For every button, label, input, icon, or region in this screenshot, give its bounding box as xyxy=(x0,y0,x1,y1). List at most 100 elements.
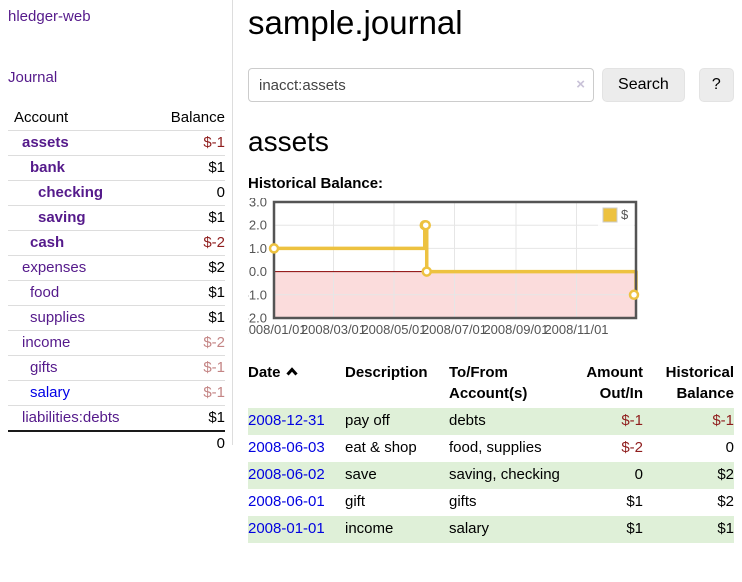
account-row: gifts $-1 xyxy=(8,355,225,381)
account-balance: $-1 xyxy=(148,355,225,381)
register-row: 2008-06-02 save saving, checking 0 $2 xyxy=(248,462,734,489)
register-row: 2008-06-01 gift gifts $1 $2 xyxy=(248,489,734,516)
transaction-description: eat & shop xyxy=(345,439,417,456)
account-link[interactable]: bank xyxy=(30,159,66,176)
accounts-header-balance: Balance xyxy=(148,106,225,131)
account-row: supplies $1 xyxy=(8,305,225,331)
transaction-balance: $2 xyxy=(717,493,734,510)
accounts-total-row: 0 xyxy=(8,430,225,456)
account-row: expenses $2 xyxy=(8,255,225,281)
help-button[interactable]: ? xyxy=(698,68,734,102)
account-link[interactable]: income xyxy=(22,334,71,351)
account-balance: $1 xyxy=(148,405,225,432)
transaction-accounts: food, supplies xyxy=(449,439,542,456)
account-title: assets xyxy=(248,126,329,157)
svg-text:0.0: 0.0 xyxy=(249,264,267,279)
transaction-date-link[interactable]: 2008-12-31 xyxy=(248,412,325,429)
account-balance: $1 xyxy=(148,280,225,306)
page-title: sample.journal xyxy=(248,4,463,41)
svg-text:-2.0: -2.0 xyxy=(248,311,267,326)
transaction-description: gift xyxy=(345,493,366,510)
transaction-balance: $1 xyxy=(717,520,734,537)
search-bar: × Search ? xyxy=(248,68,734,102)
account-link[interactable]: cash xyxy=(30,234,65,251)
account-row: assets $-1 xyxy=(8,130,225,156)
account-balance: $2 xyxy=(148,255,225,281)
register-row: 2008-12-31 pay off debts $-1 $-1 xyxy=(248,408,734,435)
account-row: cash $-2 xyxy=(8,230,225,256)
accounts-total-value: 0 xyxy=(148,430,225,456)
transaction-amount: $1 xyxy=(626,493,643,510)
account-link[interactable]: expenses xyxy=(22,259,87,276)
transaction-date-link[interactable]: 2008-06-01 xyxy=(248,493,325,510)
account-link[interactable]: assets xyxy=(22,134,69,151)
search-input-wrap: × xyxy=(248,68,595,102)
transaction-balance: 0 xyxy=(725,439,734,456)
register-header-amount: Amount Out/In xyxy=(586,364,643,402)
transaction-description: income xyxy=(345,520,394,537)
account-link[interactable]: checking xyxy=(38,184,104,201)
transaction-balance: $-1 xyxy=(712,412,734,429)
account-row: bank $1 xyxy=(8,155,225,181)
account-link[interactable]: salary xyxy=(30,384,71,401)
account-row: salary $-1 xyxy=(8,380,225,406)
chart-title: Historical Balance: xyxy=(248,175,384,192)
transaction-description: save xyxy=(345,466,377,483)
account-row: food $1 xyxy=(8,280,225,306)
sidebar-item-journal[interactable]: Journal xyxy=(8,69,58,86)
sidebar: hledger-web Journal Account Balance asse… xyxy=(0,0,233,456)
account-row: saving $1 xyxy=(8,205,225,231)
search-input[interactable] xyxy=(248,68,595,102)
svg-text:2008/09/01: 2008/09/01 xyxy=(483,322,548,337)
account-balance: $1 xyxy=(148,155,225,181)
transaction-accounts: saving, checking xyxy=(449,466,560,483)
transaction-amount: 0 xyxy=(634,466,643,483)
svg-text:2008/07/01: 2008/07/01 xyxy=(422,322,487,337)
app-title-link[interactable]: hledger-web xyxy=(8,8,91,25)
svg-text:-1.0: -1.0 xyxy=(248,287,267,302)
search-button[interactable]: Search xyxy=(602,68,685,102)
register-header-row: Date Description To/From Account(s) Amou… xyxy=(248,358,734,408)
account-balance: $-2 xyxy=(148,330,225,356)
transaction-amount: $-2 xyxy=(621,439,643,456)
account-row: liabilities:debts $1 xyxy=(8,405,225,432)
accounts-header-account: Account xyxy=(8,106,149,131)
svg-text:$: $ xyxy=(621,207,629,222)
transaction-accounts: debts xyxy=(449,412,486,429)
account-balance: 0 xyxy=(148,180,225,206)
accounts-balance-table: Account Balance assets $-1 bank $1 check… xyxy=(8,106,225,456)
transaction-date-link[interactable]: 2008-06-02 xyxy=(248,466,325,483)
account-balance: $-1 xyxy=(148,380,225,406)
account-link[interactable]: supplies xyxy=(30,309,86,326)
main-content: sample.journal × Search ? assets Histori… xyxy=(248,0,742,543)
transaction-accounts: gifts xyxy=(449,493,477,510)
account-row: income $-2 xyxy=(8,330,225,356)
sort-ascending-icon xyxy=(285,367,298,376)
account-link[interactable]: saving xyxy=(38,209,86,226)
register-row: 2008-01-01 income salary $1 $1 xyxy=(248,516,734,543)
account-balance: $-2 xyxy=(148,230,225,256)
register-table: Date Description To/From Account(s) Amou… xyxy=(248,358,734,543)
transaction-date-link[interactable]: 2008-01-01 xyxy=(248,520,325,537)
account-link[interactable]: gifts xyxy=(30,359,58,376)
svg-text:2008/01/01: 2008/01/01 xyxy=(248,322,307,337)
svg-text:2.0: 2.0 xyxy=(249,218,267,233)
chart-svg: 3.0 2.0 1.0 0.0 -1.0 -2.02008/01/012008/03/01… xyxy=(248,198,640,337)
accounts-table-header-row: Account Balance xyxy=(8,106,225,131)
svg-text:3.0: 3.0 xyxy=(249,198,267,210)
transaction-amount: $-1 xyxy=(621,412,643,429)
accounts-total-spacer xyxy=(8,430,149,456)
svg-text:2008/03/01: 2008/03/01 xyxy=(301,322,366,337)
account-row: checking 0 xyxy=(8,180,225,206)
register-header-date[interactable]: Date xyxy=(248,358,345,408)
transaction-accounts: salary xyxy=(449,520,490,537)
svg-text:2008/05/01: 2008/05/01 xyxy=(361,322,426,337)
transaction-date-link[interactable]: 2008-06-03 xyxy=(248,439,325,456)
account-link[interactable]: food xyxy=(30,284,60,301)
account-link[interactable]: liabilities:debts xyxy=(22,409,120,426)
account-balance: $1 xyxy=(148,305,225,331)
transaction-balance: $2 xyxy=(717,466,734,483)
clear-search-icon[interactable]: × xyxy=(576,76,586,93)
historical-balance-chart: 3.0 2.0 1.0 0.0 -1.0 -2.02008/01/012008/03/01… xyxy=(248,198,734,340)
register-header-description: Description xyxy=(345,364,428,381)
